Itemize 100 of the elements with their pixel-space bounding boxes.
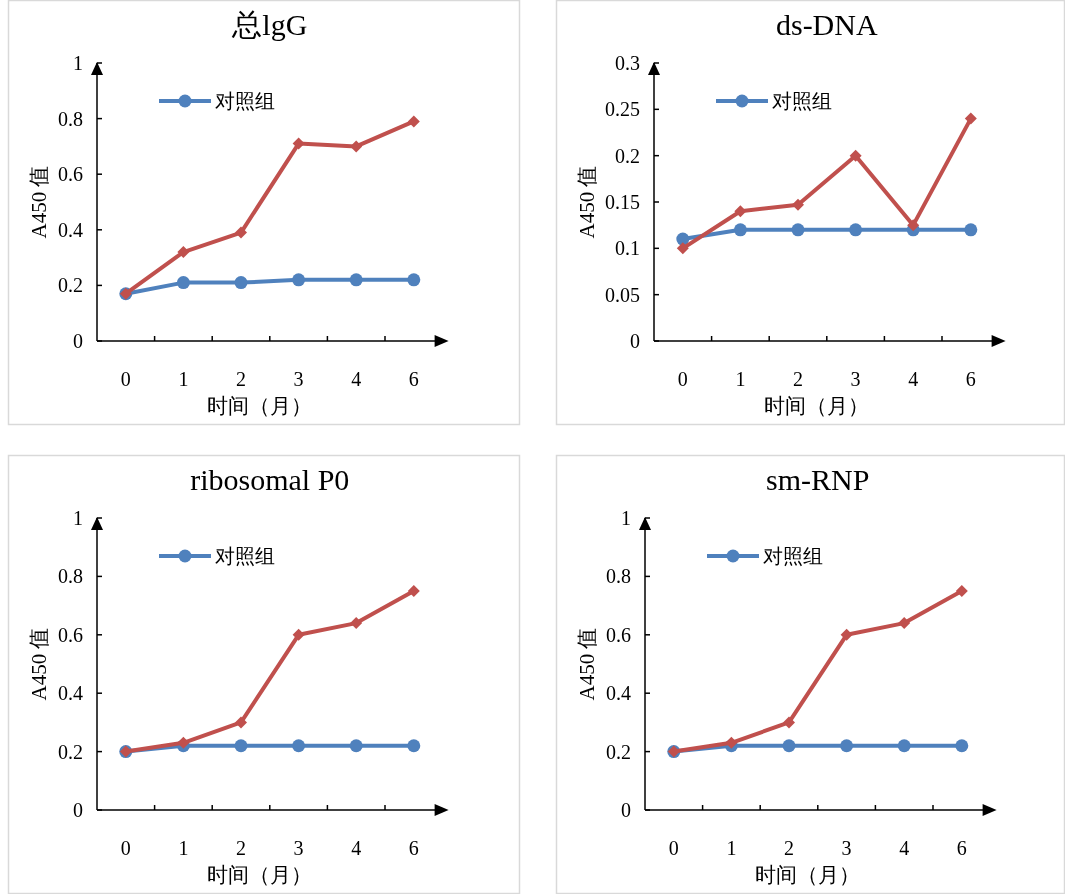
x-axis-title: 时间（月） [764, 394, 870, 418]
y-tick-label: 0 [630, 330, 640, 352]
point [234, 739, 248, 753]
point [407, 273, 421, 287]
x-axis-title: 时间（月） [207, 394, 313, 418]
x-tick-label: 1 [735, 368, 746, 390]
point [783, 716, 795, 729]
point [898, 617, 911, 630]
point [725, 736, 738, 749]
point [840, 628, 853, 641]
point [849, 223, 863, 237]
x-tick-label: 2 [784, 837, 794, 859]
legend-label: 对照组 [763, 545, 823, 567]
y-tick-label: 0 [73, 799, 83, 821]
point [733, 223, 747, 237]
point [235, 226, 247, 239]
point [676, 242, 689, 255]
x-tick-label: 4 [899, 837, 910, 859]
point [955, 739, 969, 753]
x-tick-label: 0 [120, 368, 131, 390]
point [407, 739, 421, 753]
y-tick-label: 0 [621, 799, 631, 821]
y-tick-label: 0.8 [606, 565, 631, 588]
x-axis-title: 时间（月） [207, 863, 313, 887]
x-tick-label: 4 [908, 368, 919, 390]
x-tick-label: 1 [178, 368, 189, 390]
y-tick-label: 1 [73, 52, 83, 74]
point [176, 276, 190, 290]
y-tick-label: 0.8 [58, 107, 83, 130]
y-tick-label: 0.4 [58, 682, 83, 705]
y-tick-label: 0.6 [606, 623, 631, 646]
x-tick-label: 3 [841, 837, 852, 859]
y-tick-label: 0.8 [58, 565, 83, 588]
point [177, 736, 190, 749]
y-tick-label: 0.4 [58, 218, 83, 241]
point [907, 219, 920, 232]
x-tick-label: 3 [850, 368, 861, 390]
y-tick-label: 0.2 [58, 274, 83, 297]
point [964, 112, 977, 125]
point [407, 115, 420, 128]
chart-title: 总lgG [231, 8, 308, 41]
point [734, 205, 747, 218]
chart-title: ds-DNA [775, 8, 878, 41]
y-tick-label: 0.15 [605, 191, 640, 213]
x-tick-label: 2 [793, 368, 803, 390]
point [177, 246, 190, 259]
x-tick-label: 2 [236, 368, 246, 390]
point [349, 739, 363, 753]
y-tick-label: 0 [73, 330, 83, 352]
y-tick-label: 0.3 [615, 52, 640, 74]
point [849, 149, 862, 162]
y-tick-label: 0.2 [606, 740, 631, 763]
y-tick-label: 0.6 [58, 163, 83, 186]
x-tick-label: 0 [668, 837, 679, 859]
chart-title: sm-RNP [766, 463, 870, 496]
x-tick-label: 2 [236, 837, 246, 859]
y-axis-title: A450 值 [575, 627, 599, 701]
legend-label: 对照组 [215, 545, 275, 567]
y-tick-label: 0.6 [58, 623, 83, 646]
x-tick-label: 3 [293, 368, 304, 390]
point [292, 628, 305, 641]
point [292, 739, 306, 753]
y-tick-label: 0.05 [605, 283, 640, 306]
point [955, 585, 968, 597]
y-tick-label: 0.1 [615, 237, 640, 260]
y-tick-label: 0.25 [605, 98, 640, 121]
point [234, 276, 248, 290]
point [791, 223, 805, 237]
point [407, 585, 420, 597]
x-axis-title: 时间（月） [755, 863, 861, 887]
x-tick-label: 6 [408, 368, 419, 390]
chart-title: ribosomal P0 [190, 463, 350, 496]
legend-label: 对照组 [215, 90, 275, 112]
y-tick-label: 1 [73, 507, 83, 529]
point [350, 140, 363, 153]
point [840, 739, 854, 753]
point [964, 223, 978, 237]
point [292, 273, 306, 287]
x-tick-label: 3 [293, 837, 304, 859]
point [350, 617, 363, 630]
x-tick-label: 6 [408, 837, 419, 859]
y-tick-label: 0.2 [615, 144, 640, 167]
point [897, 739, 911, 753]
y-tick-label: 0.4 [606, 682, 631, 705]
point [349, 273, 363, 287]
x-tick-label: 6 [956, 837, 967, 859]
y-axis-title: A450 值 [27, 165, 51, 239]
y-tick-label: 1 [621, 507, 631, 529]
x-tick-label: 0 [120, 837, 131, 859]
y-axis-title: A450 值 [27, 627, 51, 701]
x-tick-label: 1 [726, 837, 737, 859]
point [792, 198, 804, 211]
legend-label: 对照组 [772, 90, 832, 112]
x-tick-label: 0 [677, 368, 688, 390]
x-tick-label: 4 [351, 837, 362, 859]
point [676, 232, 690, 246]
x-tick-label: 6 [965, 368, 976, 390]
x-tick-label: 4 [351, 368, 362, 390]
point [235, 716, 247, 729]
x-tick-label: 1 [178, 837, 189, 859]
